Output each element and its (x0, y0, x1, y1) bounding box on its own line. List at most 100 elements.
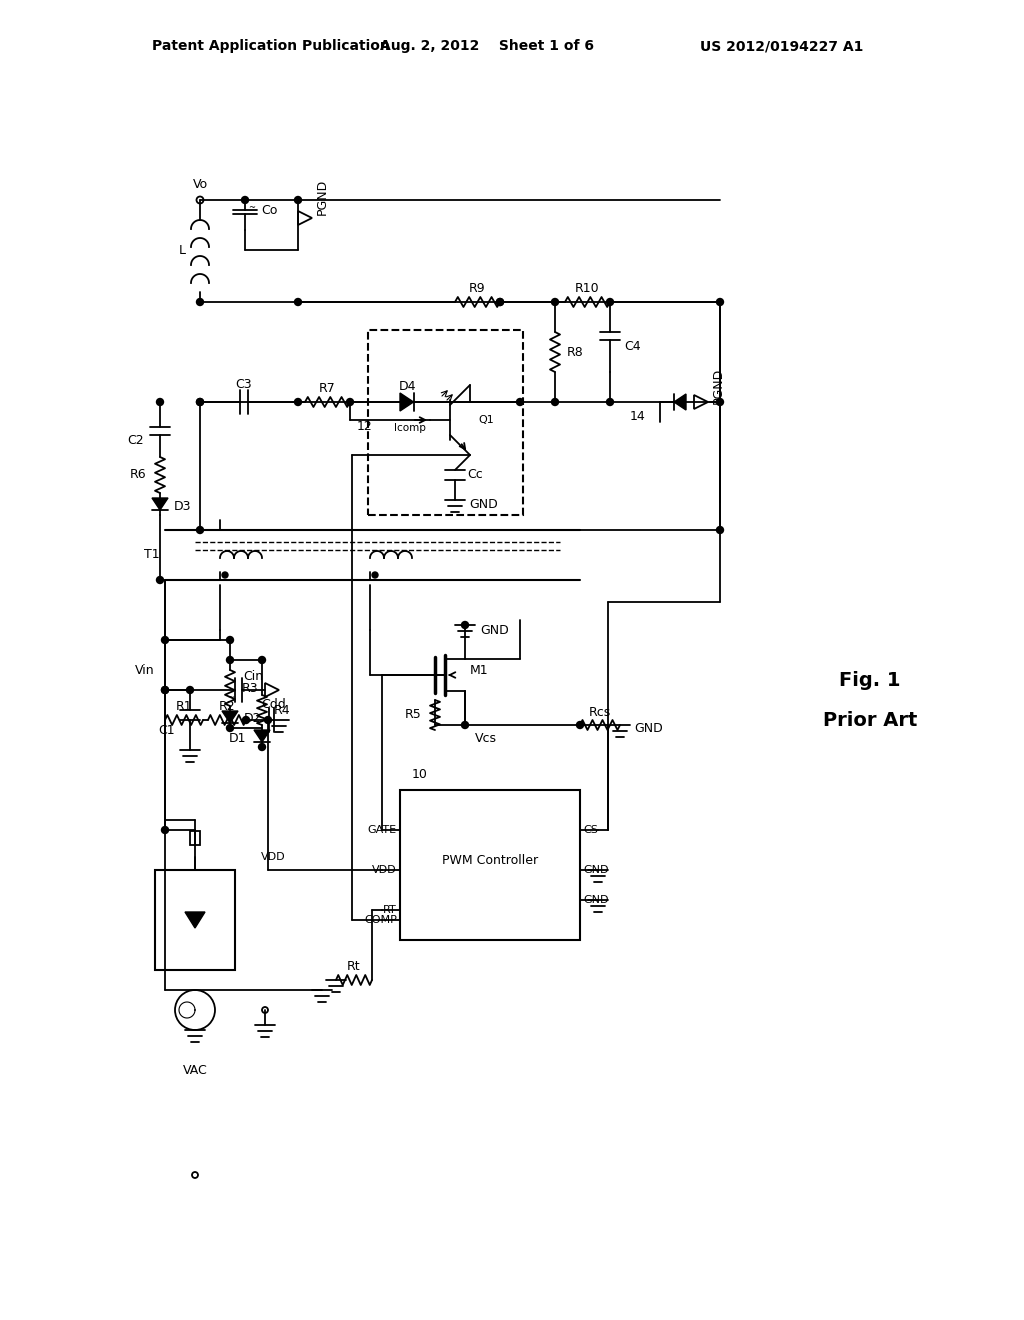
Circle shape (197, 527, 204, 533)
Circle shape (157, 399, 164, 405)
Text: GATE: GATE (368, 825, 397, 836)
Text: M1: M1 (470, 664, 488, 676)
Text: Q1: Q1 (478, 414, 494, 425)
Text: US 2012/0194227 A1: US 2012/0194227 A1 (700, 40, 863, 53)
Circle shape (157, 577, 164, 583)
Text: Cin: Cin (243, 671, 263, 684)
Text: VDD: VDD (373, 865, 397, 875)
Circle shape (295, 298, 301, 305)
Circle shape (258, 743, 265, 751)
Circle shape (497, 298, 504, 305)
Polygon shape (674, 393, 686, 411)
Text: ~: ~ (227, 693, 234, 702)
Text: R1: R1 (176, 701, 193, 714)
Text: 12: 12 (357, 421, 373, 433)
Text: Vo: Vo (193, 178, 208, 191)
Circle shape (717, 298, 724, 305)
Text: R8: R8 (567, 346, 584, 359)
Text: R6: R6 (129, 469, 146, 482)
Text: Prior Art: Prior Art (823, 710, 918, 730)
Text: Fig. 1: Fig. 1 (840, 671, 901, 689)
Polygon shape (152, 498, 168, 510)
Circle shape (295, 197, 301, 203)
Circle shape (197, 399, 204, 405)
Text: GND: GND (480, 623, 509, 636)
Text: GND: GND (634, 722, 663, 734)
Text: C2: C2 (127, 434, 144, 447)
Circle shape (295, 399, 301, 405)
Circle shape (516, 399, 523, 405)
Bar (400, 789, 580, 940)
Text: PGND: PGND (316, 178, 329, 215)
Circle shape (226, 725, 233, 731)
Circle shape (606, 399, 613, 405)
Text: R2: R2 (219, 701, 236, 714)
Text: Co: Co (261, 203, 278, 216)
Text: D2: D2 (244, 713, 261, 726)
Text: Rcs: Rcs (589, 705, 611, 718)
Circle shape (552, 399, 558, 405)
Text: D3: D3 (174, 499, 191, 512)
Circle shape (462, 722, 469, 729)
Text: Rt: Rt (347, 961, 360, 974)
Circle shape (197, 298, 204, 305)
Polygon shape (254, 730, 270, 742)
Text: VDD: VDD (261, 851, 286, 862)
Text: C4: C4 (624, 341, 641, 354)
Text: R10: R10 (575, 281, 600, 294)
Text: Vin: Vin (135, 664, 155, 676)
Circle shape (226, 636, 233, 644)
Text: RT: RT (383, 906, 397, 915)
Text: COMP: COMP (365, 915, 397, 925)
Circle shape (372, 572, 378, 578)
Text: R3: R3 (242, 681, 259, 694)
Text: Icomp: Icomp (394, 422, 426, 433)
Circle shape (186, 686, 194, 693)
Text: 10: 10 (412, 768, 428, 781)
Circle shape (162, 686, 169, 693)
Text: VAC: VAC (182, 1064, 208, 1077)
Circle shape (552, 298, 558, 305)
Circle shape (242, 197, 249, 203)
Text: CS: CS (583, 825, 598, 836)
Text: D1: D1 (228, 731, 246, 744)
Polygon shape (222, 711, 238, 723)
Text: R4: R4 (274, 704, 291, 717)
Circle shape (497, 298, 504, 305)
Text: Aug. 2, 2012    Sheet 1 of 6: Aug. 2, 2012 Sheet 1 of 6 (380, 40, 594, 53)
Polygon shape (400, 393, 414, 411)
Circle shape (243, 717, 250, 723)
Text: ~: ~ (248, 203, 255, 213)
Text: 14: 14 (630, 411, 645, 424)
Circle shape (162, 636, 169, 644)
Circle shape (162, 686, 169, 693)
Circle shape (717, 399, 724, 405)
Text: C1: C1 (159, 723, 175, 737)
Text: Vcs: Vcs (475, 731, 497, 744)
Text: GND: GND (583, 895, 608, 906)
Text: R7: R7 (319, 381, 336, 395)
Bar (368, 330, 523, 515)
Text: PGND: PGND (712, 368, 725, 404)
Text: Patent Application Publication: Patent Application Publication (152, 40, 390, 53)
Circle shape (226, 656, 233, 664)
Circle shape (606, 298, 613, 305)
Text: L: L (179, 243, 186, 256)
Circle shape (346, 399, 353, 405)
Circle shape (197, 399, 204, 405)
Bar (190, 832, 200, 845)
Text: Cc: Cc (467, 469, 482, 482)
Circle shape (462, 622, 469, 628)
Circle shape (162, 826, 169, 833)
Circle shape (717, 527, 724, 533)
Circle shape (577, 722, 584, 729)
Circle shape (222, 572, 228, 578)
Text: C3: C3 (236, 378, 252, 391)
Text: PWM Controller: PWM Controller (442, 854, 538, 866)
Text: D4: D4 (399, 380, 417, 393)
Text: T1: T1 (144, 549, 160, 561)
Text: GND: GND (583, 865, 608, 875)
Text: GND: GND (469, 499, 498, 511)
Bar (155, 870, 234, 970)
Text: Cdd: Cdd (261, 697, 287, 710)
